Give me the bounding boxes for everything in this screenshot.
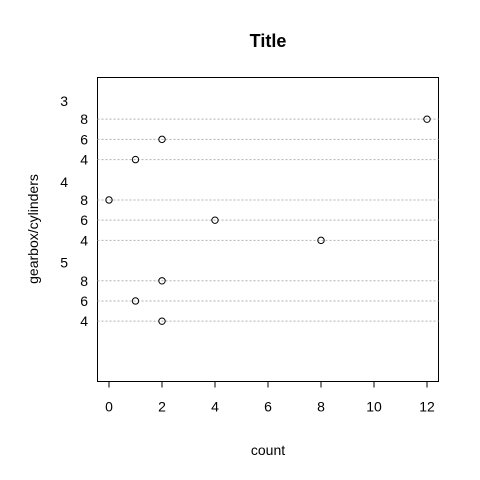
data-point [423,115,431,123]
x-tick-label: 8 [317,399,325,415]
group-label-5: 5 [60,255,68,271]
row-label: 8 [80,111,88,127]
row-label: 4 [80,313,88,329]
row-label: 6 [80,212,88,228]
chart-title: Title [250,31,287,51]
data-point [131,297,140,305]
data-point [317,236,325,245]
y-axis-label: gearbox/cylinders [25,174,41,284]
x-tick-label: 6 [264,399,272,415]
data-point [158,277,166,285]
row-label: 6 [80,131,88,147]
x-tick-label: 2 [158,399,166,415]
plot-frame [97,77,439,382]
row-label: 6 [80,293,88,309]
data-point [211,216,219,224]
x-tick-label: 0 [105,399,113,415]
group-label-4: 4 [60,174,68,190]
group-label-3: 3 [60,93,68,109]
data-point [131,155,140,164]
x-axis-label: count [251,442,285,458]
x-tick-label: 10 [366,399,382,415]
x-tick-label: 12 [419,399,435,415]
x-tick-label: 4 [211,399,219,415]
row-label: 8 [80,192,88,208]
data-point [158,317,166,325]
row-label: 4 [80,232,88,248]
data-point [158,135,166,144]
data-point [105,196,113,204]
row-label: 8 [80,273,88,289]
row-label: 4 [80,152,88,168]
